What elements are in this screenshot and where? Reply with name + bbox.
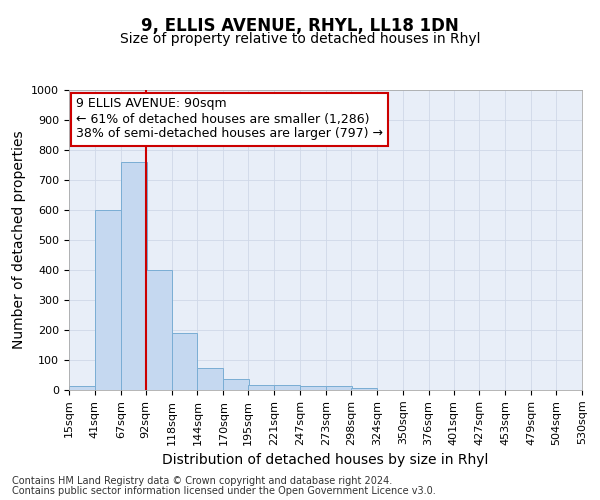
- Bar: [121, 162, 146, 390]
- Text: Contains public sector information licensed under the Open Government Licence v3: Contains public sector information licen…: [12, 486, 436, 496]
- Bar: [274, 385, 300, 390]
- Bar: [326, 386, 352, 390]
- Bar: [172, 333, 197, 390]
- Text: 9, ELLIS AVENUE, RHYL, LL18 1DN: 9, ELLIS AVENUE, RHYL, LL18 1DN: [141, 18, 459, 36]
- Bar: [223, 379, 249, 390]
- X-axis label: Distribution of detached houses by size in Rhyl: Distribution of detached houses by size …: [163, 453, 488, 467]
- Bar: [197, 368, 223, 390]
- Text: 9 ELLIS AVENUE: 90sqm
← 61% of detached houses are smaller (1,286)
38% of semi-d: 9 ELLIS AVENUE: 90sqm ← 61% of detached …: [76, 98, 383, 140]
- Bar: [300, 386, 326, 390]
- Bar: [351, 388, 377, 390]
- Bar: [248, 385, 274, 390]
- Text: Contains HM Land Registry data © Crown copyright and database right 2024.: Contains HM Land Registry data © Crown c…: [12, 476, 392, 486]
- Bar: [146, 270, 172, 390]
- Bar: [69, 386, 95, 390]
- Bar: [95, 210, 121, 390]
- Y-axis label: Number of detached properties: Number of detached properties: [12, 130, 26, 350]
- Text: Size of property relative to detached houses in Rhyl: Size of property relative to detached ho…: [120, 32, 480, 46]
